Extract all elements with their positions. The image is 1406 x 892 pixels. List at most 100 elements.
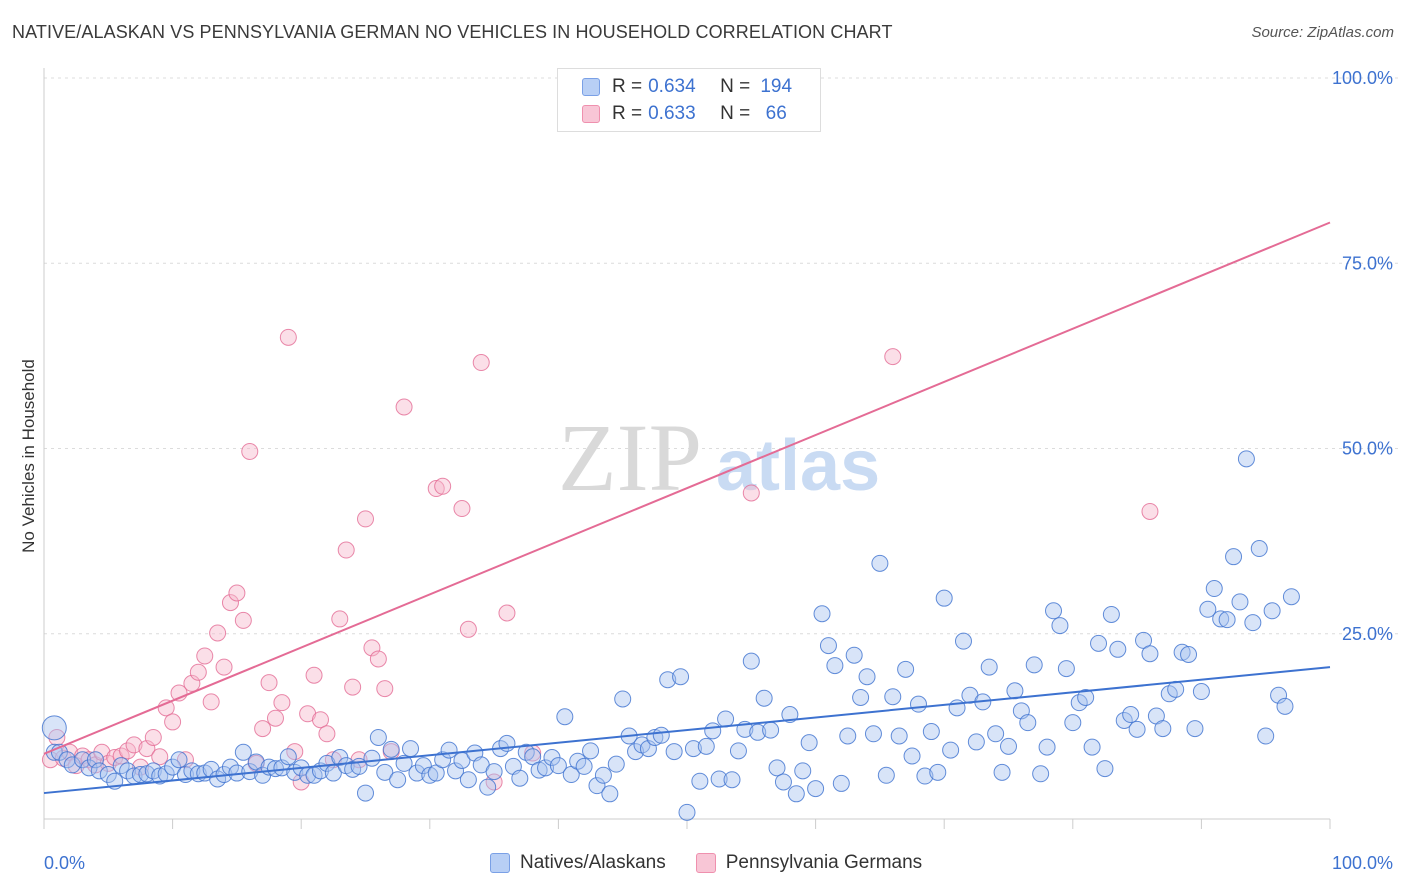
native-alaskan-point <box>1083 738 1101 756</box>
pennsylvania-german-point <box>884 348 902 366</box>
pennsylvania-german-point <box>453 500 471 518</box>
native-alaskan-point <box>1038 738 1056 756</box>
native-alaskan-point <box>897 660 915 678</box>
native-alaskan-point <box>839 727 857 745</box>
pennsylvania-german-point <box>459 620 477 638</box>
native-alaskan-point <box>794 762 812 780</box>
native-alaskan-point <box>987 725 1005 743</box>
native-alaskan-point <box>1045 602 1063 620</box>
stats-legend: R = 0.634 N = 194 R = 0.633 N = 66 <box>557 68 821 132</box>
pennsylvania-german-point <box>241 442 259 460</box>
native-alaskan-point <box>594 766 612 784</box>
native-alaskan-point <box>575 757 593 775</box>
native-alaskan-point <box>1019 714 1037 732</box>
n-value: 194 <box>760 76 793 97</box>
native-alaskan-point <box>1115 711 1133 729</box>
native-alaskan-point <box>627 743 645 761</box>
native-alaskan-point <box>1263 602 1281 620</box>
native-alaskan-point <box>639 740 657 758</box>
n-label: N = <box>720 76 751 97</box>
native-alaskan-point <box>717 710 735 728</box>
native-alaskan-point <box>614 690 632 708</box>
watermark: ZIP atlas <box>558 404 880 511</box>
pennsylvania-german-point <box>318 725 336 743</box>
pennsylvania-german-point <box>119 742 137 760</box>
native-alaskan-point <box>800 734 818 752</box>
native-alaskan-point <box>697 737 715 755</box>
native-alaskan-point <box>652 726 670 744</box>
pennsylvania-german-point <box>369 650 387 668</box>
native-alaskan-point <box>170 751 188 769</box>
pennsylvania-german-point <box>131 758 149 776</box>
pennsylvania-german-point <box>305 666 323 684</box>
native-alaskan-point <box>813 605 831 623</box>
native-alaskan-point <box>485 763 503 781</box>
y-tick-label: 50.0% <box>1342 439 1393 459</box>
pennsylvania-german-point <box>202 693 220 711</box>
native-alaskan-point <box>1064 714 1082 732</box>
native-alaskan-point <box>1192 683 1210 701</box>
native-alaskan-point <box>357 784 374 802</box>
native-alaskan-point <box>588 777 606 795</box>
native-alaskan-point <box>678 803 696 821</box>
pennsylvania-german-point <box>266 709 284 727</box>
pennsylvania-german-point <box>157 699 175 717</box>
native-alaskan-point <box>63 756 81 774</box>
axes <box>43 68 1331 829</box>
native-alaskan-point <box>1212 610 1230 628</box>
native-alaskan-point <box>1057 660 1075 678</box>
native-alaskan-point <box>440 741 458 759</box>
pennsylvania-german-point <box>337 541 355 559</box>
native-alaskan-point <box>723 771 741 789</box>
native-alaskan-point <box>421 766 439 784</box>
native-alaskan-point <box>363 749 381 767</box>
native-alaskan-point <box>1122 706 1140 724</box>
native-alaskan-point <box>729 742 747 760</box>
native-alaskan-point <box>819 637 837 655</box>
legend-swatch-pink <box>582 105 600 123</box>
pennsylvania-german-point <box>311 711 329 729</box>
native-alaskan-point <box>980 658 998 676</box>
native-alaskan-point <box>781 706 799 724</box>
native-alaskan-point <box>90 762 108 780</box>
series-legend: Natives/Alaskans Pennsylvania Germans <box>490 852 952 874</box>
native-alaskan-point <box>234 743 252 761</box>
native-alaskan-point <box>1231 593 1249 611</box>
native-alaskan-point <box>556 708 574 726</box>
native-alaskan-point <box>935 589 953 607</box>
x-tick-label: 0.0% <box>44 853 85 873</box>
native-alaskan-point <box>832 774 850 792</box>
native-alaskan-point <box>582 742 600 760</box>
native-alaskan-point <box>929 763 947 781</box>
native-alaskan-point <box>1051 617 1069 635</box>
pennsylvania-german-point <box>427 480 445 498</box>
native-alaskan-point <box>710 770 728 788</box>
native-alaskan-point <box>755 689 773 707</box>
native-alaskan-point <box>1244 614 1262 632</box>
pennsylvania-german-point <box>742 484 760 502</box>
pennsylvania-german-point <box>434 477 452 495</box>
native-alaskan-point <box>389 771 407 789</box>
pennsylvania-german-point <box>472 354 490 372</box>
native-alaskan-point <box>1032 765 1050 783</box>
native-alaskan-point <box>903 747 921 765</box>
native-alaskan-point <box>672 668 690 686</box>
native-alaskan-point <box>967 733 985 751</box>
pennsylvania-german-point <box>144 728 162 746</box>
native-alaskan-point <box>1090 634 1108 652</box>
pennsylvania-german-point <box>164 713 182 731</box>
trend-line-natives <box>43 666 1331 795</box>
pennsylvania-german-point <box>376 680 394 698</box>
native-alaskan-point <box>871 554 889 572</box>
native-alaskan-point <box>858 668 876 686</box>
native-alaskan-point <box>99 766 117 784</box>
legend-swatch-blue <box>490 853 510 873</box>
pennsylvania-german-point <box>151 748 169 766</box>
native-alaskan-point <box>852 688 870 706</box>
pennsylvania-german-point <box>1141 502 1159 520</box>
pennsylvania-german-point <box>260 674 278 692</box>
legend-swatch-blue <box>582 78 600 96</box>
native-alaskan-point <box>549 757 567 775</box>
native-alaskan-point <box>511 769 529 787</box>
